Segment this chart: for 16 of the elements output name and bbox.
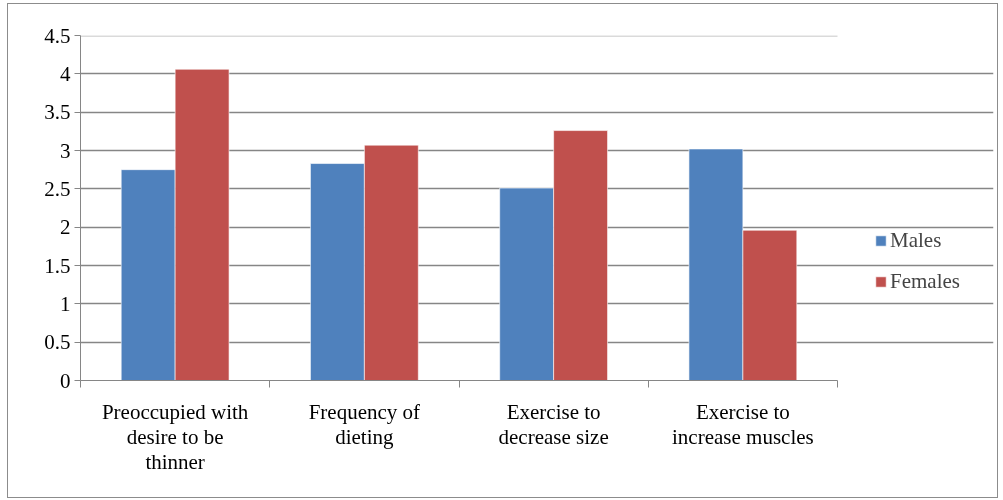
y-tick-label: 0	[60, 368, 71, 393]
y-tick-label: 2.5	[44, 176, 71, 201]
y-tick-label: 1.5	[44, 253, 71, 278]
x-tick-label: Frequency of dieting	[308, 399, 421, 449]
y-tick-label: 3	[60, 138, 71, 163]
legend-label: Females	[890, 269, 960, 294]
x-tick-label: Exercise to decrease size	[498, 399, 609, 449]
y-tick-label: 1	[60, 291, 71, 316]
legend-label: Males	[890, 228, 942, 253]
x-tick-label: Exercise to increase muscles	[672, 399, 814, 449]
x-tick-label: Preoccupied with desire to be thinner	[101, 399, 249, 474]
y-tick-label: 3.5	[44, 100, 71, 125]
y-tick-label: 2	[60, 215, 71, 240]
y-tick-label: 4.5	[44, 23, 71, 48]
y-tick-label: 0.5	[44, 330, 71, 355]
y-tick-label: 4	[60, 61, 71, 86]
